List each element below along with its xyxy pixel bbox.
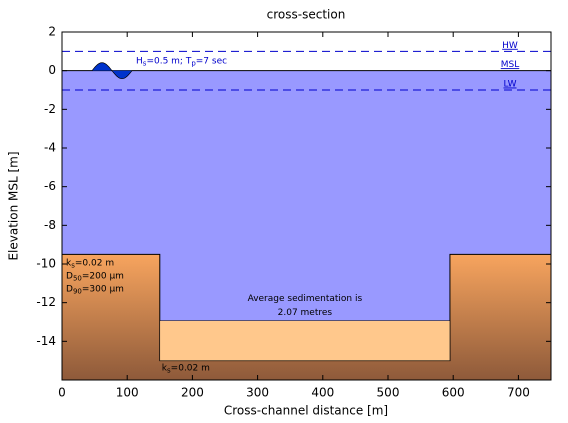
y-tick-label: -12	[36, 295, 56, 309]
text-part: =300 µm	[82, 284, 124, 294]
y-tick-label: -2	[44, 102, 56, 116]
text-part: =0.02 m	[171, 363, 210, 373]
y-tick-label: -8	[44, 218, 56, 232]
y-tick-label: -14	[36, 334, 56, 348]
x-tick-label: 0	[58, 386, 66, 400]
y-tick-label: -6	[44, 179, 56, 193]
x-tick-label: 700	[507, 386, 530, 400]
x-tick-label: 300	[246, 386, 269, 400]
chart: Average sedimentation is 2.07 metres HW MSL…	[0, 0, 568, 423]
x-axis-label: Cross-channel distance [m]	[224, 404, 388, 418]
subscript: 50	[73, 274, 82, 282]
x-tick-label: 400	[311, 386, 334, 400]
text-part: =200 µm	[82, 271, 124, 281]
text-part: H	[136, 56, 143, 66]
x-tick-label: 600	[442, 386, 465, 400]
sediment	[160, 321, 450, 361]
subscript: 90	[73, 287, 82, 295]
chart-title: cross-section	[267, 8, 346, 22]
level-label: HW	[502, 41, 518, 51]
level-label: LW	[503, 80, 516, 90]
y-tick-label: -4	[44, 141, 56, 155]
text-part: =0.02 m	[75, 258, 114, 268]
y-tick-label: 2	[48, 25, 56, 39]
x-tick-label: 500	[377, 386, 400, 400]
x-tick-label: 200	[181, 386, 204, 400]
y-tick-label: -10	[36, 257, 56, 271]
text-part: =0.5 m; T	[146, 56, 191, 66]
level-label: MSL	[501, 60, 520, 70]
x-tick-label: 100	[116, 386, 139, 400]
annotation: Average sedimentation is	[248, 294, 363, 304]
annotation: Hs=0.5 m; Tp=7 sec	[136, 56, 227, 68]
text-part: =7 sec	[196, 56, 227, 66]
y-axis-label: Elevation MSL [m]	[7, 151, 21, 260]
text-part: D	[66, 284, 73, 294]
annotation: 2.07 metres	[278, 308, 333, 318]
y-tick-label: 0	[48, 63, 56, 77]
text-part: D	[66, 271, 73, 281]
